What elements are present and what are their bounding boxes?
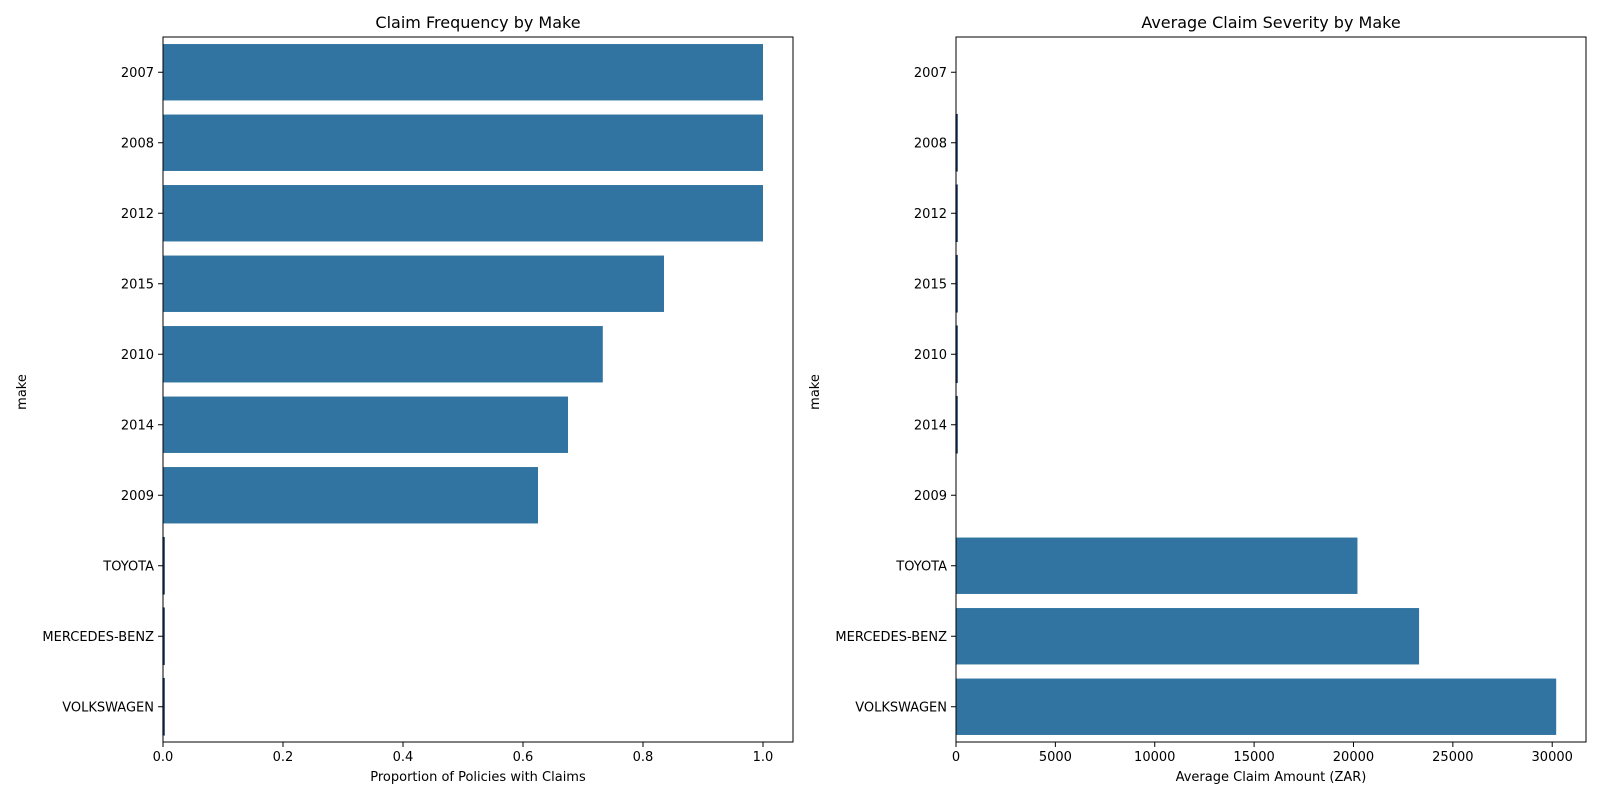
y-tick-label: 2014 [121,418,154,433]
chart-title: Average Claim Severity by Make [1141,13,1400,32]
y-tick-label: 2009 [914,489,947,504]
x-tick-label: 0.4 [393,750,414,765]
y-tick-label: TOYOTA [895,559,947,574]
x-ticks: 0 5000 10000 15000 20000 25000 30000 [952,742,1573,765]
x-tick-label: 0.2 [273,750,294,765]
bars [162,44,763,736]
bar-2014 [163,396,568,453]
x-tick-label: 10000 [1134,750,1175,765]
y-axis-label: make [15,374,30,410]
x-tick-label: 0 [952,750,960,765]
plot-frame [955,36,1587,743]
y-tick-label: 2008 [914,136,947,151]
plot-frame [162,36,794,743]
y-tick-label: 2010 [121,348,154,363]
x-ticks: 0.0 0.2 0.4 0.6 0.8 1.0 [153,742,774,765]
y-ticks: 2007 2008 2012 2015 2010 2014 2009 TOYOTA MERCED… [835,66,956,715]
x-tick-label: 30000 [1532,750,1573,765]
y-tick-label: TOYOTA [102,559,154,574]
x-axis-label: Average Claim Amount (ZAR) [1176,770,1367,785]
y-ticks: 2007 2008 2012 2015 2010 2014 2009 TOYOTA MERCED… [42,66,163,715]
bar-2012 [163,185,763,242]
x-tick-label: 15000 [1233,750,1274,765]
y-axis-label: make [808,374,823,410]
y-tick-label: 2008 [121,136,154,151]
y-tick-label: 2009 [121,489,154,504]
y-tick-label: VOLKSWAGEN [855,700,947,715]
bar-2008 [163,114,763,171]
bar-volkswagen [956,678,1557,735]
y-tick-label: VOLKSWAGEN [62,700,154,715]
y-tick-label: 2007 [914,66,947,81]
y-tick-label: MERCEDES-BENZ [42,630,154,645]
chart-title: Claim Frequency by Make [375,13,580,32]
x-tick-label: 25000 [1432,750,1473,765]
claim-severity-chart: Average Claim Severity by Make make Aver… [808,13,1587,785]
y-tick-label: MERCEDES-BENZ [835,630,947,645]
bar-mercedes-benz [956,608,1420,665]
x-tick-label: 0.8 [633,750,654,765]
y-tick-label: 2010 [914,348,947,363]
bar-2010 [163,326,603,383]
x-tick-label: 5000 [1039,750,1072,765]
bar-2009 [163,467,538,524]
y-tick-label: 2012 [914,207,947,222]
claim-frequency-chart: Claim Frequency by Make make Proportion … [15,13,794,785]
bars [955,113,1557,735]
y-tick-label: 2007 [121,66,154,81]
bar-2015 [163,255,664,312]
x-axis-label: Proportion of Policies with Claims [370,770,586,785]
bar-2007 [163,44,763,101]
x-tick-label: 0.6 [513,750,534,765]
x-tick-label: 20000 [1333,750,1374,765]
y-tick-label: 2012 [121,207,154,222]
y-tick-label: 2015 [914,277,947,292]
y-tick-label: 2015 [121,277,154,292]
x-tick-label: 0.0 [153,750,174,765]
bar-toyota [956,537,1358,594]
x-tick-label: 1.0 [753,750,774,765]
y-tick-label: 2014 [914,418,947,433]
